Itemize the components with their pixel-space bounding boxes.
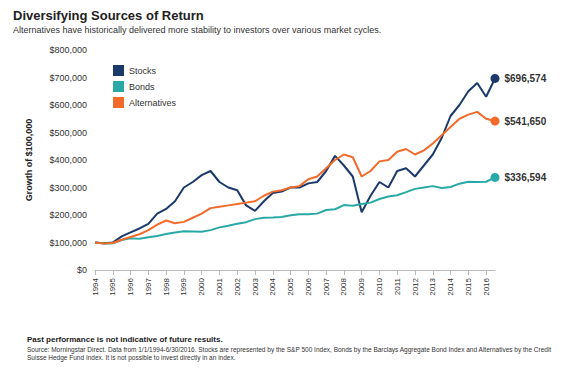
svg-text:$0: $0 <box>77 265 87 275</box>
svg-text:2003: 2003 <box>251 277 260 295</box>
svg-text:2014: 2014 <box>446 277 455 295</box>
svg-text:1994: 1994 <box>91 277 100 295</box>
svg-text:Growth of $100,000: Growth of $100,000 <box>24 119 34 202</box>
svg-text:2005: 2005 <box>286 277 295 295</box>
svg-text:$400,000: $400,000 <box>49 155 87 165</box>
svg-text:$696,574: $696,574 <box>505 73 547 84</box>
svg-text:2006: 2006 <box>304 277 313 295</box>
svg-text:2002: 2002 <box>233 277 242 295</box>
svg-text:2010: 2010 <box>375 277 384 295</box>
svg-text:1995: 1995 <box>108 277 117 295</box>
svg-text:$500,000: $500,000 <box>49 128 87 138</box>
svg-text:2012: 2012 <box>411 277 420 295</box>
svg-text:2007: 2007 <box>322 277 331 295</box>
svg-text:Alternatives: Alternatives <box>129 98 177 108</box>
svg-text:2004: 2004 <box>268 277 277 295</box>
svg-text:2001: 2001 <box>215 277 224 295</box>
svg-text:2009: 2009 <box>357 277 366 295</box>
svg-text:1997: 1997 <box>144 277 153 295</box>
svg-text:$700,000: $700,000 <box>49 73 87 83</box>
svg-text:Past performance is not indica: Past performance is not indicative of fu… <box>27 335 223 344</box>
svg-text:Bonds: Bonds <box>129 82 155 92</box>
svg-text:1998: 1998 <box>162 277 171 295</box>
svg-text:Alternatives have historically: Alternatives have historically delivered… <box>13 25 381 35</box>
svg-text:2011: 2011 <box>393 277 402 295</box>
svg-text:1996: 1996 <box>126 277 135 295</box>
svg-text:Diversifying Sources of Return: Diversifying Sources of Return <box>13 8 204 23</box>
svg-text:2016: 2016 <box>482 277 491 295</box>
svg-text:$600,000: $600,000 <box>49 100 87 110</box>
svg-text:$300,000: $300,000 <box>49 183 87 193</box>
svg-text:$800,000: $800,000 <box>49 45 87 55</box>
svg-text:Suisse Hedge Fund Index. It is: Suisse Hedge Fund Index. It is not possi… <box>27 354 236 362</box>
svg-text:Stocks: Stocks <box>129 66 157 76</box>
svg-text:1999: 1999 <box>179 277 188 295</box>
svg-text:2015: 2015 <box>464 277 473 295</box>
svg-text:Source: Morningstar Direct. Da: Source: Morningstar Direct. Data from 1/… <box>27 346 553 354</box>
svg-text:$541,650: $541,650 <box>505 116 547 127</box>
svg-text:2000: 2000 <box>197 277 206 295</box>
svg-text:2013: 2013 <box>428 277 437 295</box>
svg-text:$200,000: $200,000 <box>49 210 87 220</box>
svg-text:$100,000: $100,000 <box>49 238 87 248</box>
svg-text:$336,594: $336,594 <box>505 172 547 183</box>
svg-text:2008: 2008 <box>339 277 348 295</box>
